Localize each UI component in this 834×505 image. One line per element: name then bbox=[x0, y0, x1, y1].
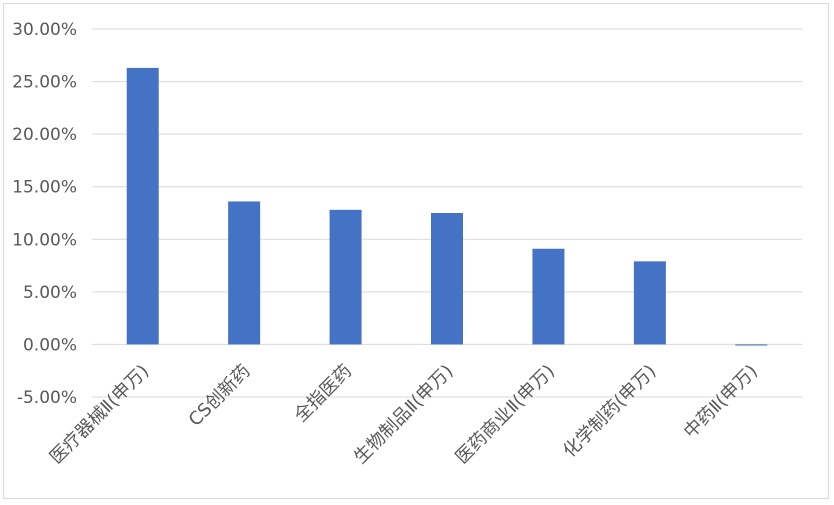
x-category-label: 生物制品Ⅱ(申万) bbox=[350, 361, 457, 468]
x-category-label: CS创新药 bbox=[185, 361, 255, 431]
bar bbox=[126, 67, 159, 345]
x-category-label: 医疗器械Ⅱ(申万) bbox=[46, 361, 153, 468]
x-category-label: 医药商业Ⅱ(申万) bbox=[452, 361, 559, 468]
bar bbox=[633, 261, 666, 345]
bar bbox=[228, 201, 261, 345]
y-tick-label: -5.00% bbox=[17, 388, 77, 408]
y-tick-label: 10.00% bbox=[12, 230, 77, 250]
y-tick-label: 25.00% bbox=[12, 73, 77, 93]
y-tick-label: 20.00% bbox=[12, 125, 77, 145]
y-tick-label: 5.00% bbox=[23, 283, 77, 303]
y-axis-tick-labels: 30.00% 25.00% 20.00% 15.00% 10.00% 5.00% 0.00%… bbox=[12, 20, 77, 408]
x-category-label: 全指医药 bbox=[290, 361, 356, 427]
x-category-label: 中药Ⅱ(申万) bbox=[680, 361, 762, 443]
bars bbox=[126, 67, 768, 346]
x-category-label: 化学制药(申万) bbox=[559, 361, 660, 462]
y-tick-label: 0.00% bbox=[23, 335, 77, 355]
bar bbox=[431, 213, 463, 345]
y-tick-label: 30.00% bbox=[12, 20, 77, 40]
y-tick-label: 15.00% bbox=[12, 178, 77, 198]
bar bbox=[735, 344, 768, 346]
bar bbox=[329, 209, 362, 345]
bar bbox=[532, 248, 565, 345]
